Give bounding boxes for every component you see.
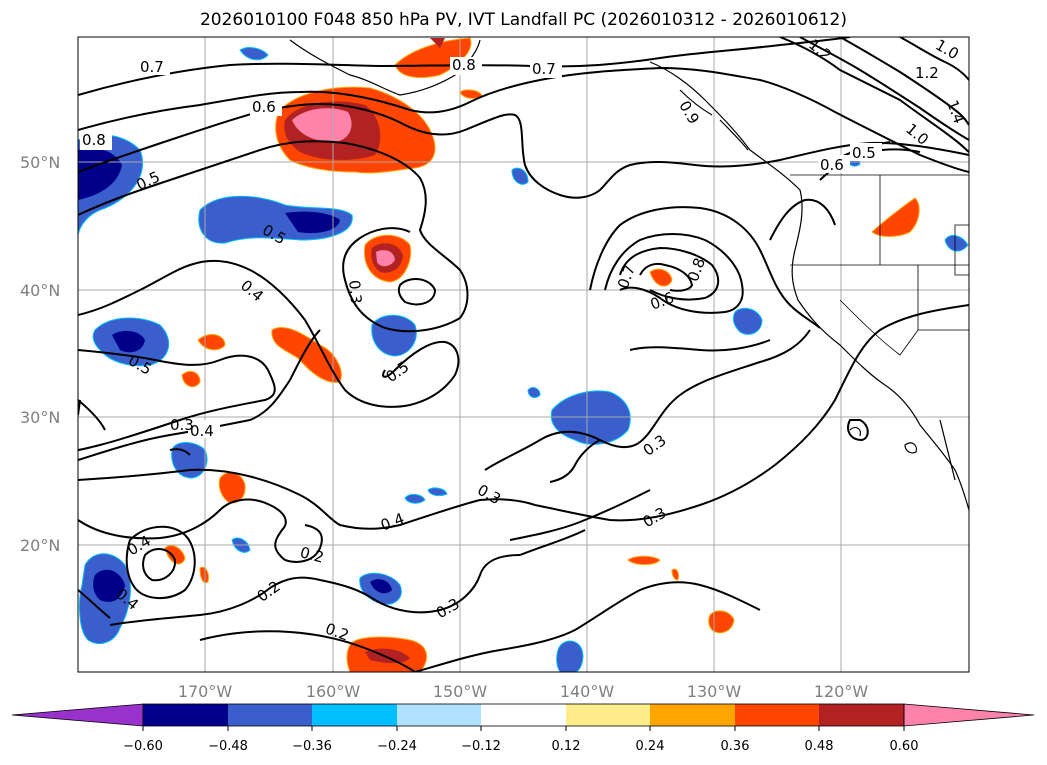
contour-label: 0.3	[345, 279, 365, 304]
lon-tick-label: 120°W	[814, 682, 869, 701]
lon-tick-label: 130°W	[687, 682, 742, 701]
lat-tick-label: 50°N	[20, 153, 60, 172]
colorbar-segment	[228, 704, 312, 726]
contour-label: 0.5	[852, 144, 876, 162]
contour-label: 0.8	[82, 131, 106, 149]
colorbar-tick-label: −0.24	[377, 739, 417, 754]
map-frame	[77, 36, 970, 673]
colorbar-segment	[143, 704, 228, 726]
colorbar-tick-label: −0.60	[123, 739, 163, 754]
contour-label: 0.4	[190, 422, 214, 440]
colorbar-segment	[819, 704, 904, 726]
colorbar-tick-label: 0.60	[890, 739, 919, 754]
longitude-labels: 170°W 160°W 150°W 140°W 130°W 120°W	[178, 682, 869, 701]
colorbar-ticks	[142, 726, 905, 731]
contour-label: 0.8	[452, 56, 476, 74]
lon-tick-label: 150°W	[433, 682, 488, 701]
lat-tick-label: 30°N	[20, 408, 60, 427]
colorbar-extend-min	[11, 703, 144, 727]
colorbar-extend-max	[903, 703, 1035, 727]
contour-label: 0.3	[170, 416, 194, 434]
colorbar-tick-label: −0.48	[208, 739, 248, 754]
colorbar-segment	[735, 704, 819, 726]
colorbar-tick-label: −0.12	[461, 739, 501, 754]
lon-tick-label: 170°W	[178, 682, 233, 701]
colorbar-tick-label: −0.36	[292, 739, 332, 754]
lon-tick-label: 160°W	[306, 682, 361, 701]
contour-label: 0.2	[298, 543, 326, 567]
lat-tick-label: 20°N	[20, 536, 60, 555]
latitude-labels: 20°N 30°N 40°N 50°N	[20, 153, 60, 555]
contour-label: 1.2	[915, 64, 939, 82]
map-title: 2026010100 F048 850 hPa PV, IVT Landfall…	[199, 10, 847, 30]
colorbar-segment	[312, 704, 397, 726]
colorbar-segment	[566, 704, 650, 726]
colorbar-segment	[650, 704, 735, 726]
colorbar: −0.60 −0.48 −0.36 −0.24 −0.12 0.12 0.24 …	[11, 703, 1035, 754]
pv-contours	[78, 37, 969, 672]
contour-label: 0.6	[252, 98, 276, 116]
lat-tick-label: 40°N	[20, 281, 60, 300]
map-panel	[78, 37, 969, 672]
colorbar-tick-label: 0.36	[721, 739, 750, 754]
contour-label: 0.7	[532, 60, 556, 78]
colorbar-tick-label: 0.12	[552, 739, 581, 754]
colorbar-segment	[397, 704, 481, 726]
lon-tick-label: 140°W	[560, 682, 615, 701]
political-borders	[790, 174, 969, 356]
colorbar-tick-label: 0.24	[636, 739, 665, 754]
contour-label: 0.6	[820, 156, 844, 174]
colorbar-tick-label: 0.48	[805, 739, 834, 754]
colorbar-segment	[481, 704, 566, 726]
contour-label: 0.7	[140, 58, 164, 76]
